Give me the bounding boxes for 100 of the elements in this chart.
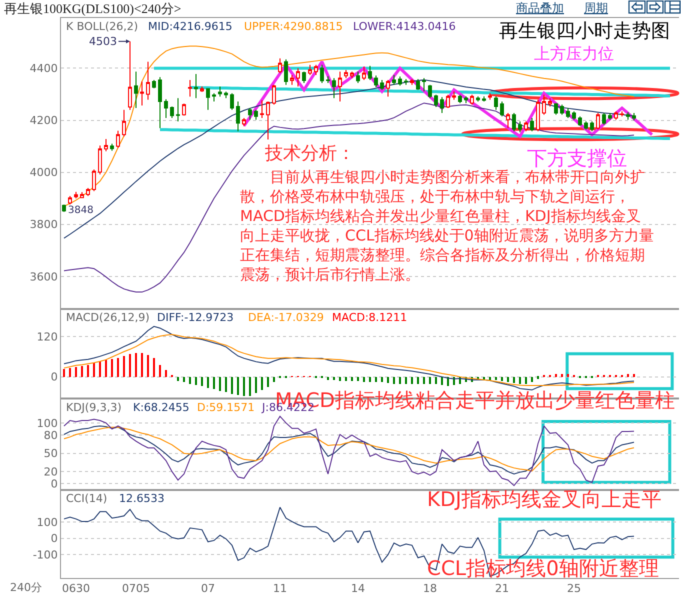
bar	[411, 376, 413, 384]
annotation: 4503	[89, 35, 117, 48]
legend-title: CCI(14)	[66, 492, 108, 505]
bar	[327, 376, 329, 380]
legend-title: MACD(26,12,9)	[66, 311, 150, 324]
candlestick	[140, 81, 144, 106]
bar	[555, 374, 557, 377]
bar	[567, 374, 569, 377]
bar	[363, 376, 365, 382]
candlestick	[416, 78, 420, 90]
candlestick	[506, 112, 510, 129]
candlestick	[464, 96, 468, 104]
candlestick	[278, 58, 282, 74]
candlestick	[104, 138, 108, 152]
bar	[99, 360, 101, 377]
candlestick	[242, 117, 246, 127]
bar	[225, 376, 227, 392]
bar	[165, 370, 167, 377]
y-tick-label: 50	[44, 447, 58, 460]
line-series	[64, 334, 634, 386]
bar	[495, 376, 497, 380]
bar	[75, 366, 77, 377]
candlestick	[218, 86, 222, 98]
bar	[405, 376, 407, 384]
bar	[507, 376, 509, 382]
bar	[261, 376, 263, 390]
candlestick	[482, 96, 486, 102]
bar	[213, 376, 215, 389]
line-series	[64, 416, 634, 486]
y-tick-label: 0	[50, 370, 58, 384]
candlestick	[164, 98, 168, 118]
candlestick	[554, 102, 558, 116]
candlestick	[122, 109, 126, 137]
annotation: 技术分析：	[264, 143, 355, 164]
candlestick	[374, 75, 378, 88]
bar	[243, 376, 245, 396]
candlestick	[110, 143, 114, 152]
bar	[387, 376, 389, 383]
bar	[339, 376, 341, 381]
x-tick-label: 0705	[122, 582, 150, 596]
candlestick	[518, 120, 522, 133]
y-tick-label: 0	[50, 478, 58, 491]
candlestick	[290, 74, 294, 86]
candlestick	[494, 96, 498, 110]
text: UPPER:4290.8815	[244, 20, 343, 33]
candlestick	[572, 110, 576, 120]
candlestick	[548, 98, 552, 107]
bar	[195, 376, 197, 385]
candlestick	[92, 168, 96, 192]
bar	[333, 376, 335, 380]
candlestick	[632, 112, 636, 121]
bar	[351, 376, 353, 381]
candlestick	[362, 66, 366, 80]
candlestick	[212, 92, 216, 102]
text: MACD:8.1211	[332, 311, 408, 324]
bar	[93, 362, 95, 377]
candlestick	[530, 117, 534, 132]
text: 商品叠加	[516, 1, 564, 15]
x-tick-label: 18	[423, 582, 437, 596]
text: D:59.1571	[197, 401, 255, 414]
series-label: K:68.2455	[133, 401, 190, 414]
candlestick	[392, 74, 396, 86]
bar	[537, 376, 539, 379]
candlestick	[338, 71, 342, 102]
bar	[219, 376, 221, 391]
candlestick	[590, 120, 594, 132]
x-axis-title: 240分	[10, 581, 42, 594]
bar	[525, 376, 527, 384]
candlestick	[626, 112, 630, 120]
bar	[81, 366, 83, 377]
candlestick	[152, 79, 156, 89]
x-tick-label: 11	[273, 582, 287, 596]
candlestick	[266, 101, 270, 140]
bar	[501, 376, 503, 381]
candlestick	[428, 84, 432, 99]
bar	[69, 368, 71, 377]
candlestick	[68, 196, 72, 205]
bar	[627, 374, 629, 377]
bar	[249, 376, 251, 396]
candlestick	[476, 96, 480, 102]
candlestick	[458, 94, 462, 104]
bar	[177, 376, 179, 381]
y-tick-label: 100	[36, 516, 58, 530]
candlestick	[488, 92, 492, 100]
annotation: 下方支撑位	[527, 146, 627, 170]
bar	[153, 358, 155, 377]
candlestick	[176, 98, 180, 122]
candlestick	[230, 92, 234, 110]
candlestick	[188, 79, 192, 98]
candlestick	[236, 101, 240, 132]
bar	[183, 376, 185, 382]
bar	[111, 358, 113, 377]
y-tick-label: 0	[50, 532, 58, 546]
candlestick	[224, 91, 228, 99]
bar	[255, 376, 257, 393]
y-tick-label: 4000	[30, 166, 58, 180]
bar	[531, 376, 533, 382]
bar	[237, 376, 239, 395]
bar	[201, 376, 203, 386]
y-tick-label: 4200	[30, 114, 58, 128]
